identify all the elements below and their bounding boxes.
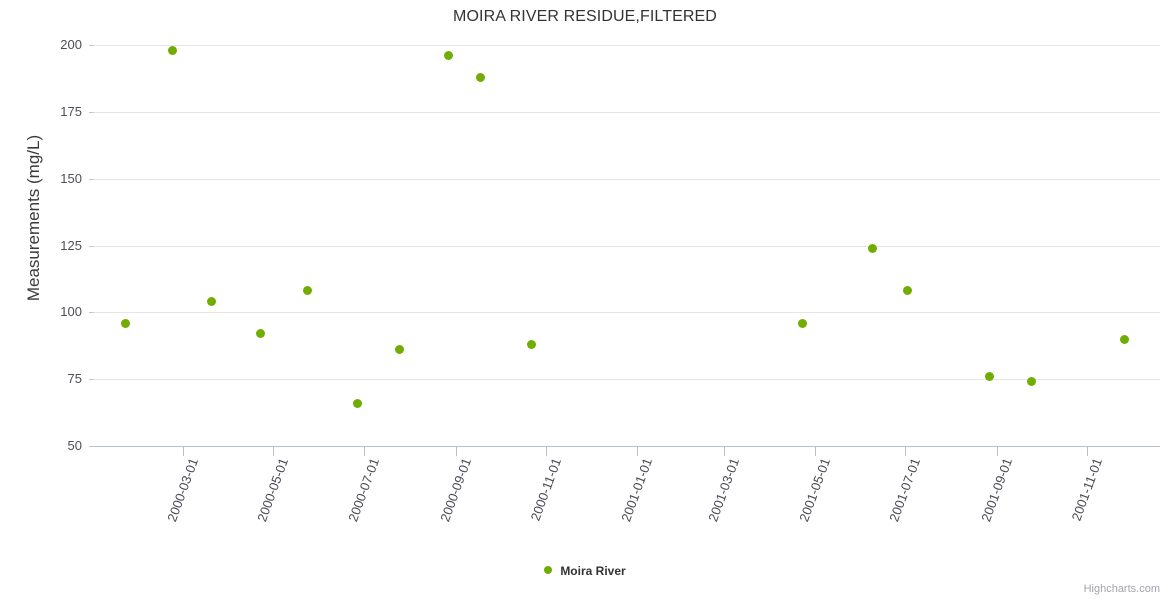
data-point[interactable] — [867, 243, 877, 253]
data-point[interactable] — [526, 339, 536, 349]
y-tick-label: 150 — [60, 170, 82, 186]
y-tick-mark — [89, 178, 94, 180]
y-gridline — [94, 111, 1160, 113]
x-tick-mark — [1087, 447, 1089, 456]
data-point[interactable] — [798, 318, 808, 328]
y-tick-mark — [89, 446, 94, 447]
y-gridline — [94, 379, 1160, 381]
y-tick-label: 50 — [67, 438, 82, 453]
x-tick-label: 2000-09-01 — [437, 456, 474, 524]
x-tick-label: 2001-01-01 — [617, 456, 655, 524]
x-tick-label: 2000-11-01 — [527, 456, 565, 523]
y-tick-label: 75 — [67, 371, 82, 387]
y-tick-mark — [89, 45, 94, 46]
data-point[interactable] — [903, 286, 913, 296]
y-axis-title: Measurements (mg/L) — [24, 134, 43, 302]
data-point[interactable] — [394, 345, 404, 355]
legend-label: Moira River — [560, 563, 626, 578]
x-tick-mark — [904, 447, 906, 456]
data-point[interactable] — [984, 371, 994, 381]
x-tick-label: 2001-03-01 — [705, 456, 743, 524]
x-axis-line — [94, 446, 1160, 447]
x-tick-mark — [996, 447, 998, 456]
data-point[interactable] — [1026, 377, 1036, 387]
data-point[interactable] — [255, 329, 265, 339]
x-tick-mark — [546, 447, 548, 456]
plot-area — [94, 45, 1160, 446]
y-tick-mark — [89, 111, 94, 113]
y-tick-mark — [89, 379, 94, 381]
x-tick-label: 2000-03-01 — [164, 456, 202, 524]
data-point[interactable] — [353, 398, 363, 408]
x-tick-label: 2001-05-01 — [795, 456, 833, 524]
data-point[interactable] — [168, 45, 178, 55]
y-tick-label: 200 — [60, 37, 82, 52]
x-tick-label: 2001-09-01 — [978, 456, 1016, 524]
y-tick-label: 125 — [60, 237, 82, 253]
y-gridline — [94, 45, 1160, 46]
y-tick-mark — [89, 245, 94, 247]
x-tick-mark — [182, 447, 184, 456]
data-point[interactable] — [443, 51, 453, 61]
x-tick-mark — [455, 447, 457, 456]
data-point[interactable] — [206, 297, 216, 307]
chart-legend: Moira River — [0, 563, 1170, 578]
y-gridline — [94, 312, 1160, 314]
legend-item[interactable]: Moira River — [544, 563, 626, 578]
data-point[interactable] — [302, 286, 312, 296]
y-tick-label: 100 — [60, 304, 82, 320]
legend-marker-icon — [544, 565, 553, 574]
x-tick-mark — [724, 447, 726, 456]
x-tick-mark — [273, 447, 275, 456]
x-tick-label: 2001-07-01 — [886, 456, 924, 524]
x-tick-mark — [636, 447, 638, 456]
credits-label: Highcharts.com — [1083, 583, 1160, 595]
x-tick-label: 2000-05-01 — [254, 456, 292, 524]
y-gridline — [94, 245, 1160, 247]
y-gridline — [94, 178, 1160, 180]
x-tick-label: 2000-07-01 — [345, 456, 382, 524]
data-point[interactable] — [476, 72, 486, 82]
chart-title: MOIRA RIVER RESIDUE,FILTERED — [453, 8, 717, 25]
y-tick-label: 175 — [60, 103, 82, 119]
data-point[interactable] — [120, 318, 130, 328]
x-tick-label: 2001-11-01 — [1068, 456, 1106, 523]
x-tick-mark — [814, 447, 816, 456]
y-tick-mark — [89, 312, 94, 314]
data-point[interactable] — [1119, 334, 1129, 344]
x-tick-mark — [363, 447, 365, 456]
